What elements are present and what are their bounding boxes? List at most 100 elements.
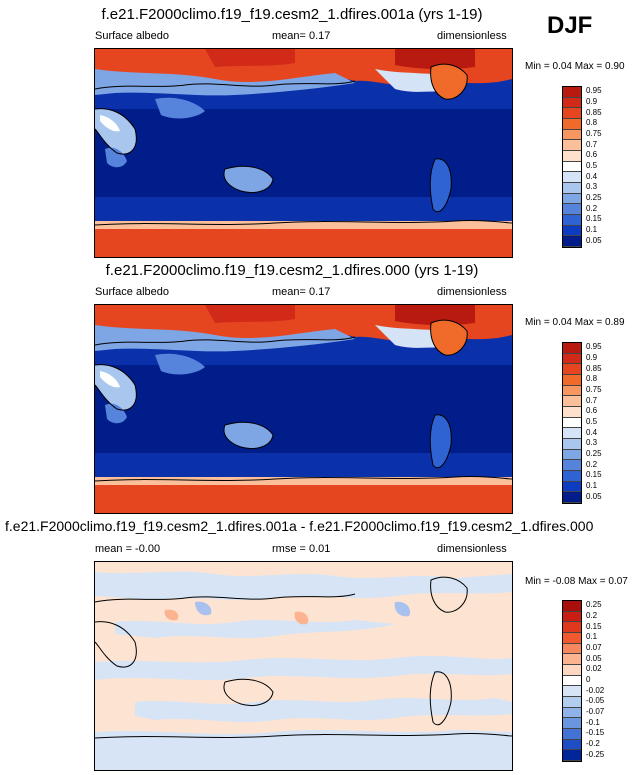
colorbar-swatch — [563, 601, 581, 612]
panel2-minmax: Min = 0.04 Max = 0.89 — [525, 317, 625, 328]
colorbar-tick-label: 0.25 — [586, 193, 602, 202]
panel2-albedo-field — [95, 305, 512, 513]
colorbar-tick-label: 0.15 — [586, 621, 602, 631]
colorbar-tick-label: 0.3 — [586, 438, 598, 448]
colorbar-swatch — [563, 492, 581, 503]
colorbar-tick-label: 0.25 — [586, 449, 602, 458]
panel1-title: f.e21.F2000climo.f19_f19.cesm2_1.dfires.… — [101, 6, 483, 23]
colorbar-tick-label: 0.95 — [586, 342, 602, 352]
colorbar-swatch — [563, 225, 581, 237]
colorbar-swatch — [563, 150, 581, 162]
colorbar-tick-label: 0.9 — [586, 353, 598, 362]
colorbar-tick-label: 0.8 — [586, 374, 598, 384]
colorbar-tick-label: 0.05 — [586, 235, 602, 245]
colorbar-swatch — [563, 236, 581, 247]
colorbar-swatch — [563, 193, 581, 205]
panel3-colorbar — [562, 600, 582, 762]
colorbar-tick-label: 0.95 — [586, 86, 602, 96]
colorbar-tick-label: 0.85 — [586, 363, 602, 373]
colorbar-tick-label: 0.5 — [586, 161, 598, 170]
panel3-map — [94, 561, 513, 771]
colorbar-swatch — [563, 654, 581, 665]
colorbar-swatch — [563, 118, 581, 130]
colorbar-tick-label: 0.25 — [586, 600, 602, 610]
panel2-title: f.e21.F2000climo.f19_f19.cesm2_1.dfires.… — [105, 262, 479, 279]
panel3-mean: mean = -0.00 — [95, 543, 161, 555]
colorbar-tick-label: 0.1 — [586, 481, 598, 490]
colorbar-swatch — [563, 129, 581, 141]
colorbar-swatch — [563, 140, 581, 151]
colorbar-tick-label: 0.02 — [586, 664, 602, 674]
panel3-title: f.e21.F2000climo.f19_f19.cesm2_1.dfires.… — [5, 518, 594, 534]
colorbar-swatch — [563, 396, 581, 407]
colorbar-swatch — [563, 643, 581, 655]
colorbar-tick-label: 0.3 — [586, 182, 598, 192]
colorbar-swatch — [563, 622, 581, 633]
colorbar-swatch — [563, 449, 581, 461]
colorbar-swatch — [563, 214, 581, 226]
colorbar-tick-label: 0.6 — [586, 406, 598, 416]
panel3-minmax: Min = -0.08 Max = 0.07 — [525, 576, 628, 587]
colorbar-tick-label: -0.05 — [586, 696, 605, 706]
colorbar-tick-label: 0.4 — [586, 171, 598, 181]
panel1-mean: mean= 0.17 — [272, 30, 331, 42]
colorbar-tick-label: 0.2 — [586, 203, 598, 213]
colorbar-swatch — [563, 739, 581, 751]
colorbar-tick-label: -0.02 — [586, 685, 605, 695]
colorbar-swatch — [563, 460, 581, 471]
colorbar-swatch — [563, 675, 581, 687]
colorbar-tick-label: 0.1 — [586, 225, 598, 234]
panel1-variable-label: Surface albedo — [95, 30, 169, 42]
colorbar-tick-label: 0.4 — [586, 427, 598, 437]
colorbar-swatch — [563, 611, 581, 623]
panel2-map — [94, 304, 513, 514]
colorbar-swatch — [563, 385, 581, 397]
colorbar-tick-label: 0.9 — [586, 97, 598, 106]
colorbar-swatch — [563, 728, 581, 740]
panel3-difference-field — [95, 562, 512, 770]
colorbar-swatch — [563, 750, 581, 761]
colorbar-tick-label: 0.1 — [586, 632, 598, 642]
colorbar-tick-label: 0.6 — [586, 150, 598, 160]
colorbar-tick-label: -0.15 — [586, 728, 605, 738]
colorbar-tick-label: 0.85 — [586, 107, 602, 117]
season-label: DJF — [547, 12, 593, 39]
panel1-minmax: Min = 0.04 Max = 0.90 — [525, 61, 625, 72]
colorbar-swatch — [563, 108, 581, 119]
panel1-map — [94, 48, 513, 258]
colorbar-tick-label: 0.2 — [586, 611, 598, 620]
colorbar-tick-label: 0.2 — [586, 459, 598, 469]
colorbar-tick-label: -0.1 — [586, 717, 600, 727]
colorbar-swatch — [563, 182, 581, 194]
colorbar-swatch — [563, 353, 581, 365]
panel3-rmse: rmse = 0.01 — [272, 543, 331, 555]
colorbar-swatch — [563, 707, 581, 719]
colorbar-swatch — [563, 204, 581, 215]
panel2-colorbar — [562, 342, 582, 504]
colorbar-swatch — [563, 364, 581, 375]
panel1-units: dimensionless — [437, 30, 507, 42]
colorbar-swatch — [563, 87, 581, 98]
colorbar-swatch — [563, 172, 581, 183]
colorbar-tick-label: 0.15 — [586, 214, 602, 224]
colorbar-tick-label: -0.2 — [586, 739, 600, 748]
colorbar-swatch — [563, 718, 581, 729]
colorbar-swatch — [563, 97, 581, 109]
colorbar-tick-label: 0.7 — [586, 139, 598, 149]
colorbar-swatch — [563, 664, 581, 676]
panel2-mean: mean= 0.17 — [272, 286, 331, 298]
colorbar-tick-label: 0.05 — [586, 653, 602, 663]
colorbar-tick-label: 0.7 — [586, 395, 598, 405]
colorbar-swatch — [563, 438, 581, 450]
colorbar-swatch — [563, 696, 581, 708]
colorbar-tick-label: -0.25 — [586, 749, 605, 759]
colorbar-swatch — [563, 161, 581, 173]
panel3-units: dimensionless — [437, 543, 507, 555]
colorbar-swatch — [563, 374, 581, 386]
colorbar-tick-label: 0.07 — [586, 643, 602, 652]
colorbar-tick-label: 0.75 — [586, 385, 602, 394]
colorbar-tick-label: 0 — [586, 675, 591, 684]
panel2-variable-label: Surface albedo — [95, 286, 169, 298]
colorbar-swatch — [563, 343, 581, 354]
colorbar-tick-label: 0.8 — [586, 118, 598, 128]
